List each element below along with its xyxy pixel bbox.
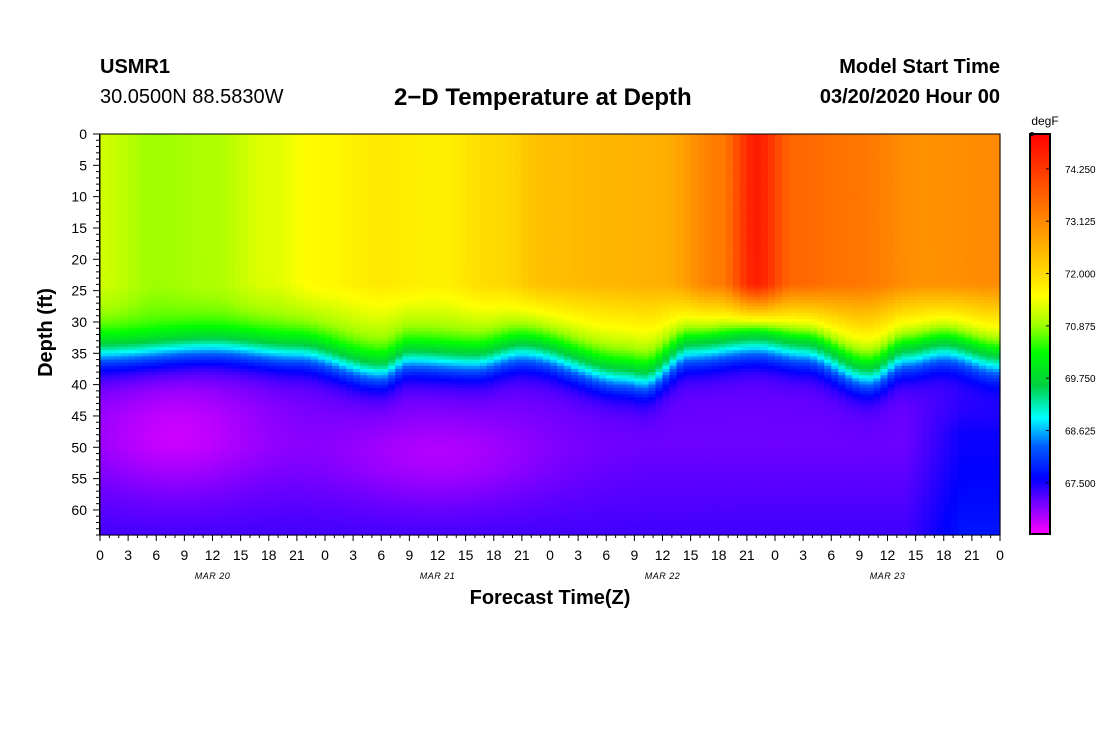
x-tick-label: 12 — [205, 547, 221, 563]
x-tick-label: 3 — [349, 547, 357, 563]
x-tick-label: 9 — [630, 547, 638, 563]
y-tick-label: 0 — [79, 126, 87, 142]
x-tick-label: 15 — [683, 547, 699, 563]
x-tick-label: 0 — [771, 547, 779, 563]
x-tick-label: 3 — [799, 547, 807, 563]
x-tick-label: 18 — [936, 547, 952, 563]
y-tick-label: 35 — [71, 345, 87, 361]
station-coordinates: 30.0500N 88.5830W — [100, 86, 284, 108]
heatmap-field — [100, 134, 1001, 536]
chart-title: 2−D Temperature at Depth — [394, 84, 692, 111]
model-start-value: 03/20/2020 Hour 00 — [819, 86, 1000, 108]
y-tick-label: 50 — [71, 439, 87, 455]
x-tick-label: 18 — [711, 547, 727, 563]
colorbar: degF 74.250 73.125 72.000 70.875 69.750 68.62… — [1029, 114, 1096, 535]
x-tick-label: 0 — [321, 547, 329, 563]
x-tick-label: 21 — [964, 547, 980, 563]
date-axis: MAR 20 MAR 21 MAR 22 MAR 23 — [195, 571, 906, 581]
y-tick-label: 55 — [71, 471, 87, 487]
x-tick-label: 15 — [233, 547, 249, 563]
x-tick-label: 9 — [405, 547, 413, 563]
x-tick-label: 15 — [458, 547, 474, 563]
y-tick-label: 15 — [71, 220, 87, 236]
y-tick-label: 60 — [71, 502, 87, 518]
x-tick-label: 0 — [546, 547, 554, 563]
y-tick-label: 30 — [71, 314, 87, 330]
x-tick-label: 6 — [377, 547, 385, 563]
y-tick-label: 5 — [79, 157, 87, 173]
y-axis: 0 5 10 15 20 25 30 35 40 45 50 55 60 — [71, 126, 100, 536]
y-tick-label: 45 — [71, 408, 87, 424]
colorbar-ticks: 74.250 73.125 72.000 70.875 69.750 68.625 67.5… — [1046, 165, 1096, 490]
date-label: MAR 20 — [195, 571, 231, 581]
date-label: MAR 22 — [645, 571, 681, 581]
x-tick-label: 6 — [827, 547, 835, 563]
station-id: USMR1 — [100, 56, 171, 78]
x-tick-label: 12 — [430, 547, 446, 563]
colorbar-unit-label: degF — [1031, 114, 1058, 128]
y-tick-label: 10 — [71, 189, 87, 205]
x-tick-label: 9 — [180, 547, 188, 563]
y-tick-label: 40 — [71, 377, 87, 393]
x-tick-label: 21 — [514, 547, 530, 563]
x-axis-label: Forecast Time(Z) — [470, 587, 631, 609]
colorbar-gradient — [1029, 133, 1051, 535]
colorbar-tick-label: 74.250 — [1065, 165, 1096, 176]
x-tick-label: 15 — [908, 547, 924, 563]
colorbar-marker — [1030, 132, 1034, 136]
x-tick-label: 3 — [124, 547, 132, 563]
x-tick-label: 18 — [261, 547, 277, 563]
x-tick-label: 3 — [574, 547, 582, 563]
x-tick-label: 21 — [739, 547, 755, 563]
x-tick-label: 6 — [602, 547, 610, 563]
x-tick-label: 6 — [152, 547, 160, 563]
x-tick-label: 12 — [655, 547, 671, 563]
x-axis: 0 3 6 9 12 15 18 21 0 3 6 9 12 15 18 21 0 3 6 9 12 15 18 21 0 3 6 9… — [96, 535, 1004, 563]
colorbar-tick-label: 67.500 — [1065, 479, 1096, 490]
colorbar-tick-label: 72.000 — [1065, 270, 1096, 281]
date-label: MAR 23 — [870, 571, 906, 581]
model-start-label: Model Start Time — [839, 56, 1000, 78]
y-tick-label: 25 — [71, 283, 87, 299]
x-tick-label: 21 — [289, 547, 305, 563]
x-tick-label: 0 — [996, 547, 1004, 563]
colorbar-tick-label: 73.125 — [1065, 217, 1096, 228]
x-tick-label: 0 — [96, 547, 104, 563]
y-axis-label: Depth (ft) — [35, 288, 57, 377]
y-tick-label: 20 — [71, 251, 87, 267]
colorbar-tick-label: 69.750 — [1065, 374, 1096, 385]
x-tick-label: 9 — [855, 547, 863, 563]
colorbar-tick-label: 68.625 — [1065, 427, 1096, 438]
date-label: MAR 21 — [420, 571, 456, 581]
x-tick-label: 18 — [486, 547, 502, 563]
colorbar-tick-label: 70.875 — [1065, 322, 1096, 333]
x-tick-label: 12 — [880, 547, 896, 563]
